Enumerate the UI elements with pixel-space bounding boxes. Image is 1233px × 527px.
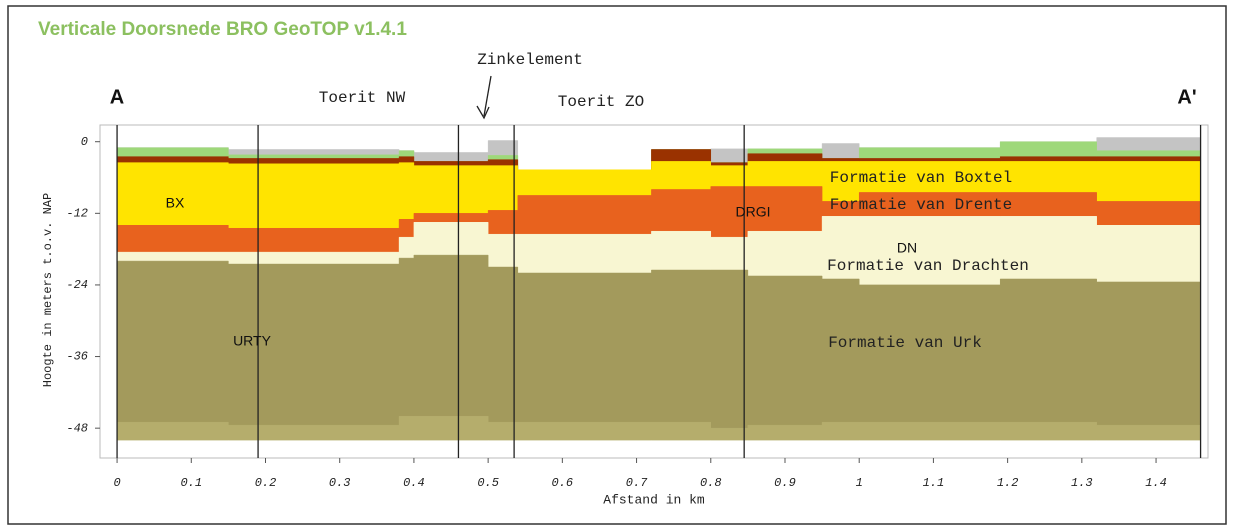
x-tick-label: 1.4: [1145, 476, 1167, 490]
x-tick-label: 0.6: [552, 476, 574, 490]
x-tick-label: 0.5: [477, 476, 499, 490]
y-tick-label: -48: [66, 421, 88, 435]
x-tick-label: 0.3: [329, 476, 351, 490]
x-tick-label: 1.3: [1071, 476, 1093, 490]
annotation: A': [1177, 86, 1196, 108]
annotation: BX: [166, 195, 185, 211]
plot-area: [116, 137, 1201, 441]
layer: [116, 254, 1201, 429]
chart-title: Verticale Doorsnede BRO GeoTOP v1.4.1: [38, 19, 407, 40]
plot-border: [99, 124, 1209, 459]
x-tick-label: 0.2: [255, 476, 277, 490]
x-tick-label: 1.1: [923, 476, 945, 490]
y-tick-label: -12: [66, 206, 88, 220]
x-tick-label: 0.7: [626, 476, 648, 490]
annotation: DRGI: [736, 204, 771, 220]
y-tick-label: -24: [66, 278, 88, 292]
frame: [7, 5, 1227, 525]
x-axis-label: Afstand in km: [603, 492, 705, 507]
annotation: DN: [897, 240, 917, 256]
annotation: URTY: [233, 333, 272, 349]
annotation: Formatie van Urk: [828, 334, 982, 352]
x-tick-label: 0.1: [180, 476, 202, 490]
layer: [116, 415, 1201, 441]
y-tick-label: 0: [81, 135, 88, 149]
x-tick-label: 0: [113, 476, 120, 490]
annotation: A: [110, 86, 124, 108]
annotation: Formatie van Drachten: [827, 257, 1029, 275]
annotation: Toerit ZO: [558, 93, 644, 111]
annotation: Toerit NW: [319, 89, 406, 107]
arrow: [483, 75, 492, 117]
arrow-head: [476, 105, 490, 120]
annotation: Zinkelement: [477, 51, 583, 69]
y-tick-label: -36: [66, 350, 88, 364]
x-tick-label: 0.9: [774, 476, 796, 490]
x-tick-label: 1: [856, 476, 863, 490]
annotation: Formatie van Boxtel: [830, 169, 1012, 187]
x-tick-label: 1.2: [997, 476, 1019, 490]
annotation: Formatie van Drente: [830, 196, 1012, 214]
x-tick-label: 0.4: [403, 476, 425, 490]
y-axis-label: Hoogte in meters t.o.v. NAP: [41, 193, 55, 387]
x-tick-label: 0.8: [700, 476, 722, 490]
